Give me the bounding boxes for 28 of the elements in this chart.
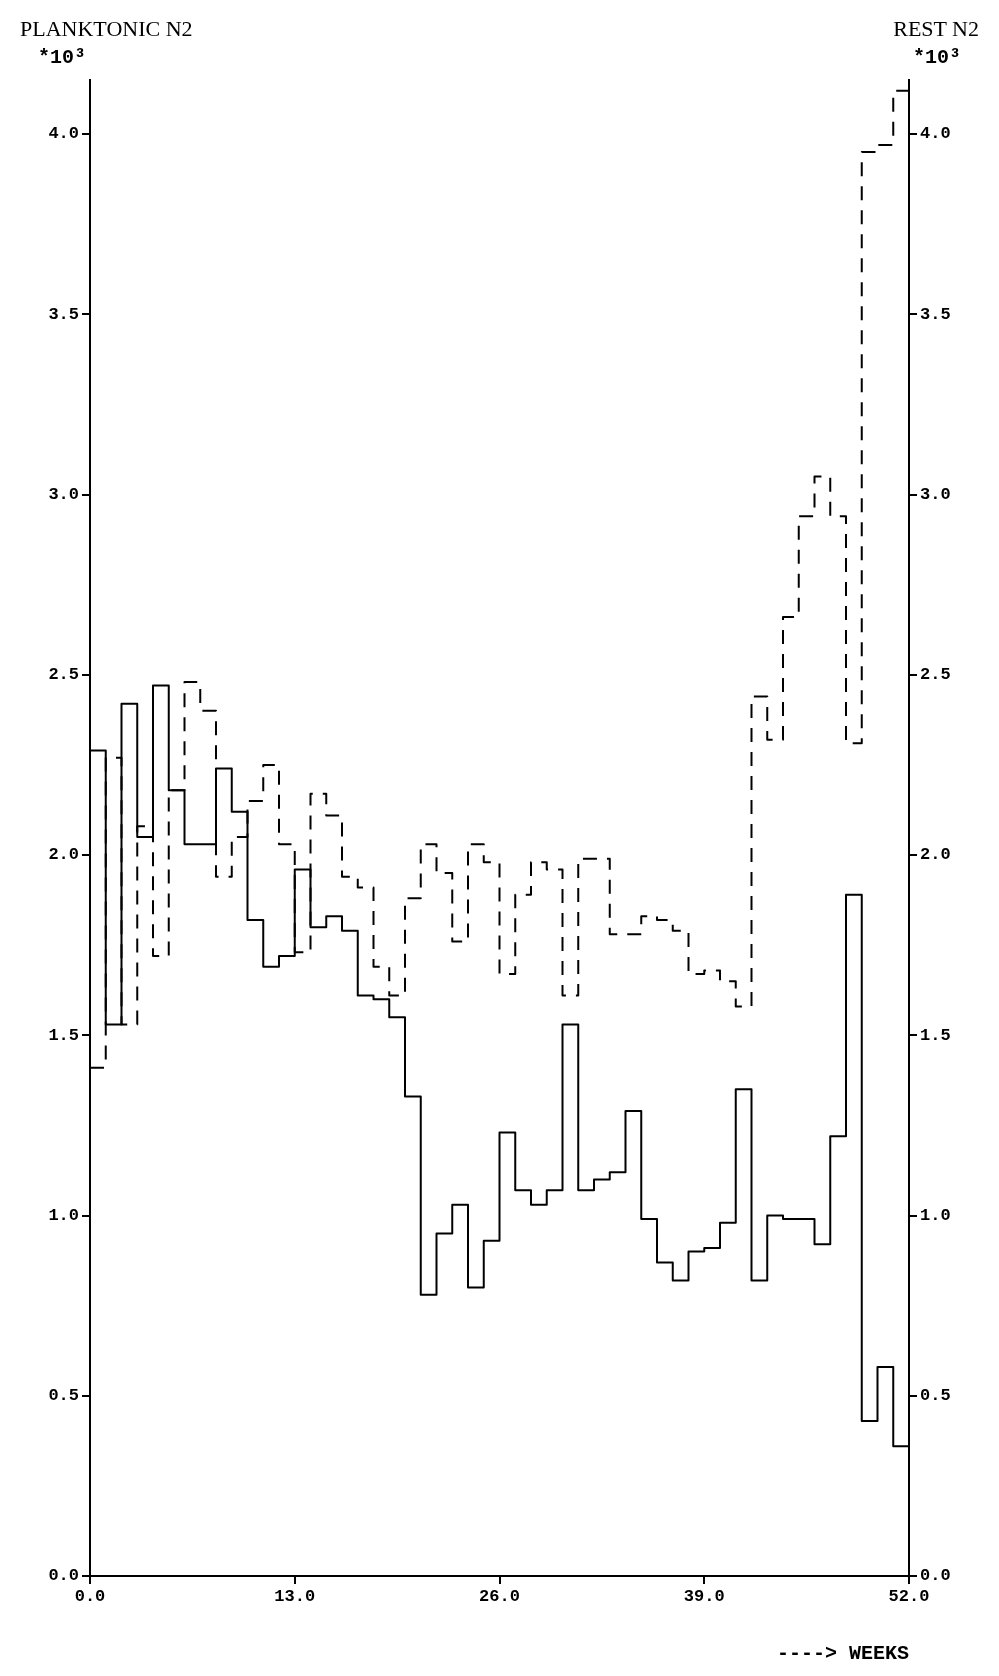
y-tick-label: 2.5 [48, 665, 79, 685]
y2-tick-label: 0.5 [920, 1386, 951, 1406]
y2-tick-label: 0.0 [920, 1566, 951, 1586]
y-tick-label: 1.5 [48, 1025, 79, 1045]
y2-tick-label: 1.5 [920, 1025, 951, 1045]
y2-tick-label: 2.0 [920, 845, 951, 865]
y-tick-label: 0.5 [48, 1386, 79, 1406]
y-tick-label: 3.5 [48, 304, 79, 324]
y2-tick-label: 3.0 [920, 484, 951, 504]
y-tick-label: 0.0 [48, 1566, 79, 1586]
x-tick-label: 13.0 [274, 1587, 316, 1607]
y2-tick-label: 4.0 [920, 124, 951, 144]
y-tick-label: 4.0 [48, 124, 79, 144]
y2-tick-label: 1.0 [920, 1205, 951, 1225]
y2-tick-label: 2.5 [920, 665, 951, 685]
y2-axis-title: REST N2 [893, 15, 979, 41]
y-axis-title: PLANKTONIC N2 [20, 15, 193, 41]
y-tick-label: 2.0 [48, 845, 79, 865]
x-tick-label: 52.0 [888, 1587, 930, 1607]
text: *10³ [37, 46, 86, 70]
y-tick-label: 3.0 [48, 484, 79, 504]
x-tick-label: 26.0 [479, 1587, 520, 1607]
x-tick-label: 0.0 [74, 1587, 106, 1607]
y2-tick-label: 3.5 [920, 304, 951, 324]
y-tick-label: 1.0 [48, 1205, 79, 1225]
text: *10³ [913, 46, 962, 70]
x-axis-title: ----> WEEKS [776, 1642, 909, 1666]
x-tick-label: 39.0 [683, 1587, 725, 1607]
